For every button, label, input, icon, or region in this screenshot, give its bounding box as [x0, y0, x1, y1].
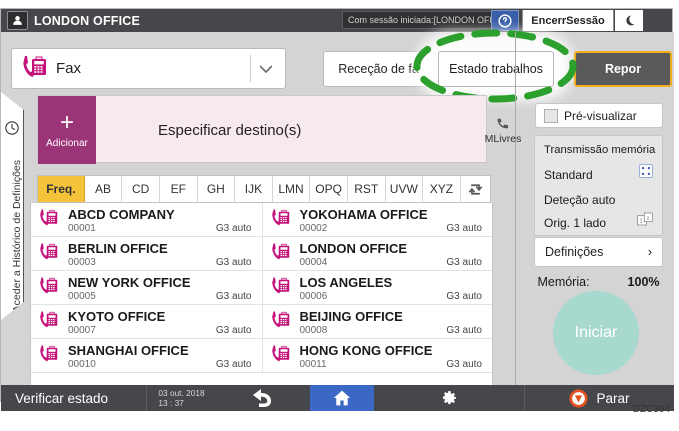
svg-text:1: 1 [640, 218, 643, 224]
svg-text:2: 2 [647, 216, 650, 221]
